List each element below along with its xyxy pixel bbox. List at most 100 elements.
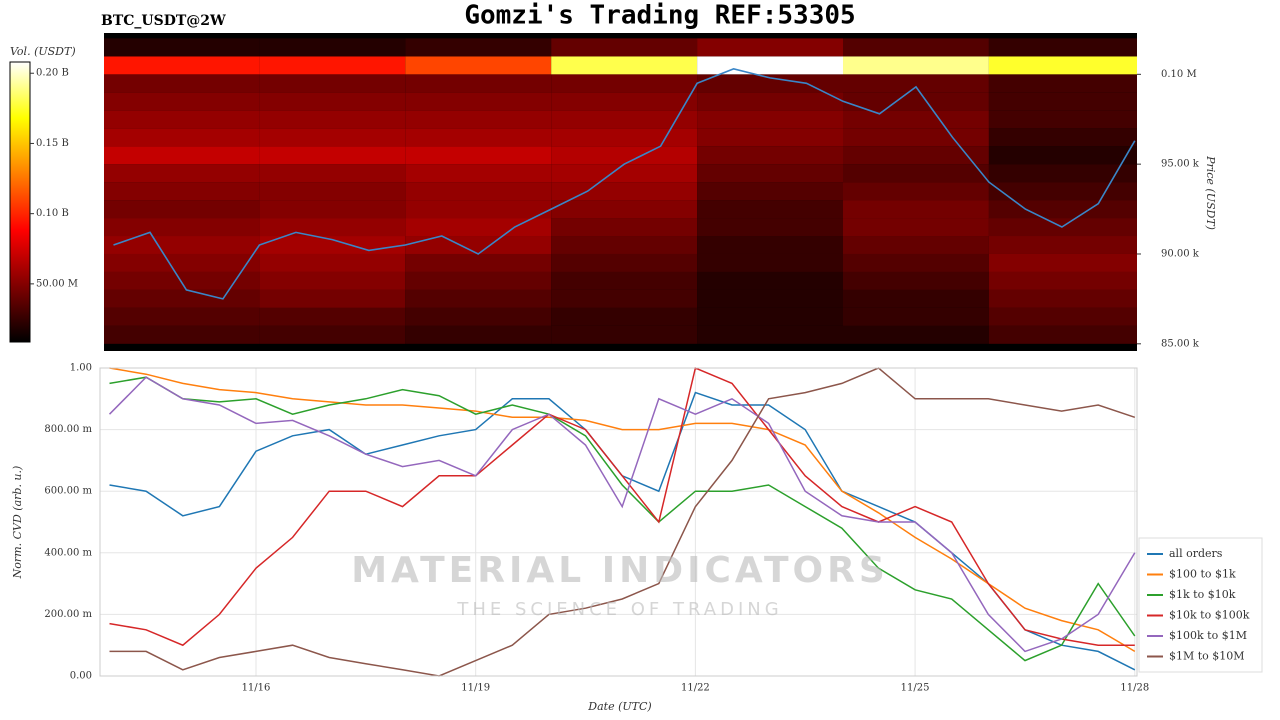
heat-cell (405, 236, 552, 254)
heat-cell (988, 128, 1137, 147)
heat-cell (843, 218, 989, 237)
heat-cell (697, 164, 844, 183)
heat-cell (104, 236, 260, 254)
heat-cell (843, 307, 989, 326)
heat-cell (697, 74, 844, 93)
heat-cell (104, 289, 260, 308)
heat-cell (988, 253, 1137, 272)
heat-cell (405, 253, 552, 272)
heat-cell (843, 164, 989, 183)
heat-cell (104, 56, 260, 75)
y-tick-label: 0.00 (70, 671, 92, 682)
y-tick-label: 90.00 k (1161, 248, 1200, 259)
heat-cell (988, 146, 1137, 165)
heat-cell (104, 38, 260, 57)
colorbar (9, 61, 31, 343)
heat-cell (259, 271, 406, 290)
heat-cell (988, 200, 1137, 219)
heat-cell (551, 92, 698, 111)
heat-cell (988, 289, 1137, 308)
heat-cell (697, 146, 844, 165)
x-tick-label: 11/16 (242, 683, 271, 694)
heat-cell (405, 38, 552, 57)
heat-cell (697, 236, 844, 254)
heat-cell (988, 56, 1137, 75)
heat-cell (405, 325, 552, 344)
subtitle: BTC_USDT@2W (101, 13, 226, 29)
heat-cell (259, 200, 406, 219)
heat-cell (988, 92, 1137, 111)
heat-cell (697, 271, 844, 290)
heat-cell (551, 110, 698, 129)
x-axis-label: Date (UTC) (587, 700, 651, 713)
watermark: MATERIAL INDICATORS (351, 550, 889, 591)
series-line (109, 367, 1136, 653)
legend-label: $10k to $100k (1169, 609, 1250, 622)
heat-cell (697, 128, 844, 147)
heat-cell (104, 325, 260, 344)
heat-cell (697, 307, 844, 326)
y-tick-label: 400.00 m (44, 547, 92, 558)
series-line (109, 391, 1136, 671)
heat-cell (697, 56, 844, 75)
x-tick-label: 11/22 (681, 683, 710, 694)
heat-cell (843, 128, 989, 147)
heat-cell (405, 289, 552, 308)
heat-cell (104, 218, 260, 237)
heat-cell (843, 325, 989, 344)
heat-cell (259, 289, 406, 308)
heat-cell (259, 325, 406, 344)
heat-cell (988, 110, 1137, 129)
legend-label: all orders (1169, 547, 1223, 560)
heat-cell (988, 271, 1137, 290)
legend-label: $1M to $10M (1169, 650, 1245, 663)
heat-cell (405, 56, 552, 75)
watermark-sub: THE SCIENCE OF TRADING (456, 599, 782, 620)
heat-cell (843, 38, 989, 57)
heat-cell (551, 218, 698, 237)
heat-cell (104, 128, 260, 147)
heat-cell (405, 164, 552, 183)
legend-label: $100 to $1k (1169, 568, 1236, 581)
heat-cell (405, 307, 552, 326)
heat-cell (405, 110, 552, 129)
heat-cell (405, 128, 552, 147)
legend-box (1138, 537, 1263, 673)
heat-cell (259, 38, 406, 57)
heat-cell (551, 164, 698, 183)
heat-cell (551, 271, 698, 290)
series-line (109, 367, 1136, 677)
legend-label: $100k to $1M (1169, 629, 1247, 642)
heat-cell (551, 307, 698, 326)
x-tick-label: 11/28 (1120, 683, 1149, 694)
y-tick-label: 800.00 m (44, 424, 92, 435)
heat-cell (259, 182, 406, 201)
y-tick-label: 600.00 m (44, 486, 92, 497)
heat-cell (551, 38, 698, 57)
x-tick-label: 11/25 (901, 683, 930, 694)
heat-cell (259, 164, 406, 183)
heat-cell (843, 56, 989, 75)
heat-cell (104, 200, 260, 219)
heat-cell (988, 325, 1137, 344)
heat-cell (405, 271, 552, 290)
heat-cell (843, 200, 989, 219)
heat-cell (551, 146, 698, 165)
heat-cell (551, 182, 698, 201)
heat-cell (259, 92, 406, 111)
heat-cell (104, 182, 260, 201)
y-tick-label: 95.00 k (1161, 159, 1200, 170)
heat-cell (988, 236, 1137, 254)
heat-cell (551, 56, 698, 75)
heat-cell (551, 253, 698, 272)
heat-cell (104, 271, 260, 290)
heat-cell (988, 74, 1137, 93)
heat-cell (988, 38, 1137, 57)
heat-cell (104, 164, 260, 183)
heat-cell (405, 200, 552, 219)
heat-cell (988, 164, 1137, 183)
heat-cell (988, 307, 1137, 326)
series-line (109, 376, 1136, 662)
heat-cell (697, 289, 844, 308)
